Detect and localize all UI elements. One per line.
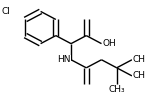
Text: CH₃: CH₃	[108, 85, 125, 94]
Text: Cl: Cl	[2, 7, 11, 16]
Text: CH₃: CH₃	[133, 55, 145, 64]
Text: HN: HN	[57, 55, 70, 64]
Text: CH₃: CH₃	[133, 71, 145, 80]
Text: OH: OH	[102, 39, 116, 48]
